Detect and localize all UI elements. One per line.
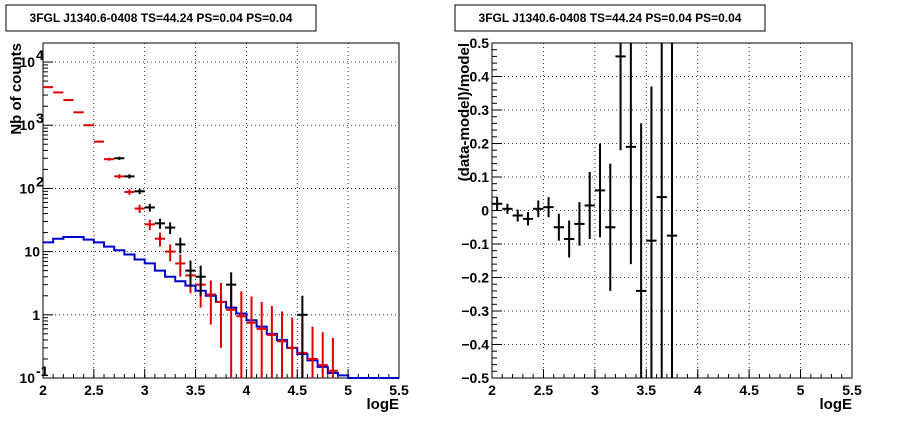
left-chart-title: 3FGL J1340.6-0408 TS=44.24 PS=0.04 PS=0.… <box>30 11 293 25</box>
right-x-tick-label: 2 <box>488 382 496 398</box>
left-y-tick-exponent: 3 <box>36 110 44 126</box>
right-x-tick-label: 4 <box>694 382 702 398</box>
left-x-tick-label: 2 <box>39 382 47 398</box>
right-data-marks <box>492 43 678 378</box>
right-y-tick-label: −0.1 <box>461 236 489 252</box>
right-title-box <box>454 4 766 32</box>
right-y-tick-label: 0.1 <box>470 169 490 185</box>
left-data-marks <box>43 86 399 379</box>
left-x-axis-label: logE <box>367 396 400 413</box>
left-x-tick-label: 4.5 <box>288 382 308 398</box>
right-y-axis-label: (data-model)/model <box>456 43 473 181</box>
left-plot-frame <box>42 42 400 379</box>
left-y-tick-label: 10 <box>19 54 35 70</box>
right-y-tick-label: −0.2 <box>461 270 489 286</box>
right-y-tick-label: 0.5 <box>470 35 490 51</box>
right-x-axis-label: logE <box>820 396 853 413</box>
left-x-tick-label: 3.5 <box>186 382 206 398</box>
right-y-tick-label: 0 <box>481 203 489 219</box>
left-grid <box>43 43 399 378</box>
right-y-tick-label: 0.2 <box>470 136 490 152</box>
left-y-tick-label: 10 <box>19 117 35 133</box>
right-x-tick-label: 4.5 <box>739 382 759 398</box>
left-y-axis-label: Nb of counts <box>8 43 25 135</box>
right-x-tick-label: 5 <box>797 382 805 398</box>
left-x-tick-label: 5.5 <box>389 382 409 398</box>
left-panel: 3FGL J1340.6-0408 TS=44.24 PS=0.04 PS=0.… <box>5 4 409 413</box>
right-y-tick-label: −0.4 <box>461 337 489 353</box>
right-y-tick-label: −0.3 <box>461 303 489 319</box>
left-y-tick-label: 10 <box>19 180 35 196</box>
left-y-tick-label: 10 <box>24 244 40 260</box>
right-y-tick-label: 0.4 <box>470 69 490 85</box>
right-panel: 3FGL J1340.6-0408 TS=44.24 PS=0.04 PS=0.… <box>454 4 862 413</box>
right-x-tick-label: 3.5 <box>637 382 657 398</box>
left-x-tick-label: 2.5 <box>84 382 104 398</box>
left-y-tick-exponent: 4 <box>36 47 44 63</box>
right-axis-ticks: 2 2.5 3 3.5 4 4.5 5 5.5 −0.5 −0.4 −0.3 −0.2 −0.1 0 0.1… <box>461 35 862 398</box>
right-chart-title: 3FGL J1340.6-0408 TS=44.24 PS=0.04 PS=0.… <box>479 11 742 25</box>
right-y-tick-label: 0.3 <box>470 102 490 118</box>
left-x-tick-label: 3 <box>141 382 149 398</box>
right-x-tick-label: 2.5 <box>534 382 554 398</box>
left-model-step-line <box>43 236 399 379</box>
left-y-tick-label: 10 <box>19 370 35 386</box>
left-title-box <box>5 4 317 32</box>
right-x-tick-label: 5.5 <box>842 382 862 398</box>
right-x-tick-label: 3 <box>591 382 599 398</box>
left-y-tick-exponent: 2 <box>36 173 44 189</box>
left-y-tick-exponent: -1 <box>36 363 49 379</box>
left-y-tick-label: 1 <box>32 307 40 323</box>
left-x-tick-label: 5 <box>344 382 352 398</box>
right-y-tick-label: −0.5 <box>461 370 489 386</box>
left-x-tick-label: 4 <box>243 382 251 398</box>
